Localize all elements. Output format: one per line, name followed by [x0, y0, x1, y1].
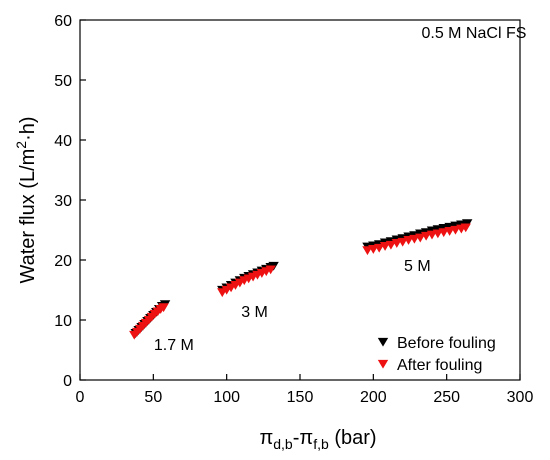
- legend-label: After fouling: [397, 357, 482, 374]
- x-tick-label: 200: [360, 389, 387, 406]
- y-tick-label: 60: [54, 13, 72, 30]
- annotation-label: 0.5 M NaCl FS: [421, 25, 526, 42]
- data-point: [403, 236, 414, 245]
- x-tick-label: 100: [213, 389, 240, 406]
- data-point: [158, 303, 169, 313]
- data-point: [397, 237, 408, 247]
- data-point: [415, 233, 426, 243]
- y-tick-label: 50: [54, 73, 72, 90]
- data-point: [368, 245, 379, 254]
- data-point: [420, 231, 432, 241]
- x-tick-label: 250: [433, 389, 460, 406]
- annotation-label: 1.7 M: [154, 337, 194, 354]
- legend-marker: [377, 359, 389, 369]
- y-tick-label: 10: [54, 313, 72, 330]
- data-point: [374, 243, 385, 253]
- annotation-layer: 0.5 M NaCl FS 1.7 M 3 M 5 M: [154, 25, 527, 354]
- legend-marker: [377, 337, 389, 347]
- annotation-label: 5 M: [404, 258, 431, 275]
- y-title-main: Water flux (L/m: [17, 149, 39, 284]
- data-point: [460, 223, 471, 233]
- data-point: [385, 240, 397, 250]
- data-point: [409, 234, 420, 244]
- x-title-tail: (bar): [329, 427, 377, 449]
- y-axis-title: Water flux (L/m2·h): [13, 116, 39, 283]
- x-axis-ticks: 0 50 100 150 200 250 300: [76, 374, 534, 406]
- data-point: [432, 229, 444, 239]
- series-layer: [129, 219, 473, 340]
- data-point: [391, 239, 402, 248]
- legend-label: Before fouling: [397, 335, 496, 352]
- data-point: [265, 265, 276, 275]
- y-tick-label: 0: [63, 373, 72, 390]
- y-title-sup: 2: [13, 141, 29, 149]
- x-tick-label: 300: [507, 389, 534, 406]
- y-tick-label: 40: [54, 133, 72, 150]
- x-tick-label: 0: [76, 389, 85, 406]
- x-title-main: π: [259, 427, 273, 449]
- y-axis-ticks: 0 10 20 30 40 50 60: [54, 13, 86, 390]
- data-point: [444, 227, 455, 236]
- annotation-label: 3 M: [241, 304, 268, 321]
- x-title-sub2: f,b: [313, 436, 329, 452]
- data-point: [438, 228, 449, 238]
- x-tick-label: 50: [144, 389, 162, 406]
- x-title-mid: -π: [293, 427, 313, 449]
- data-point: [450, 225, 461, 235]
- y-tick-label: 20: [54, 253, 72, 270]
- data-point: [379, 242, 391, 251]
- x-axis-title: πd,b-πf,b (bar): [259, 427, 376, 452]
- series-after-fouling: [129, 223, 471, 340]
- y-tick-label: 30: [54, 193, 72, 210]
- data-point: [426, 230, 438, 240]
- x-tick-label: 150: [287, 389, 314, 406]
- x-title-sub1: d,b: [273, 436, 293, 452]
- y-title-tail: ·h): [17, 116, 39, 140]
- legend: Before fouling After fouling: [377, 335, 496, 374]
- data-point: [362, 246, 373, 256]
